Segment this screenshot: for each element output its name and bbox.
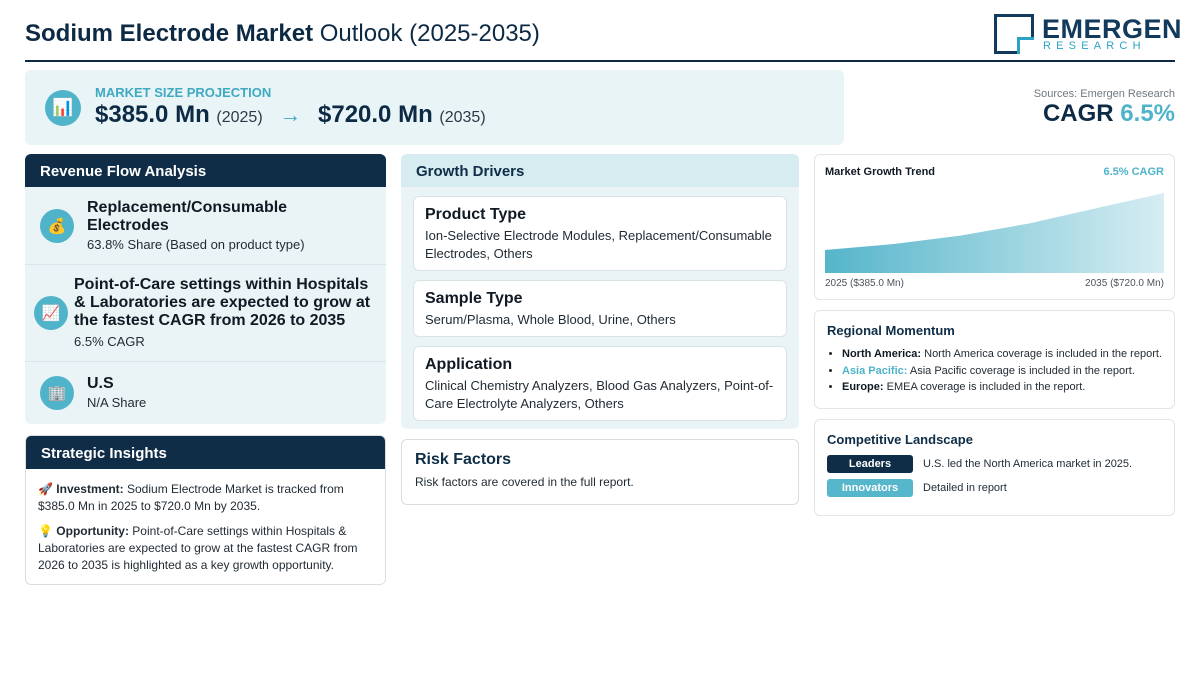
regional-momentum-card: Regional Momentum North America: North A…	[814, 310, 1175, 409]
cagr-label: CAGR	[1042, 100, 1114, 127]
projection-values: $385.0 Mn (2025) → $720.0 Mn (2035)	[95, 101, 486, 129]
regional-momentum-heading: Regional Momentum	[827, 323, 955, 338]
building-icon: 🏢	[40, 376, 74, 410]
driver-text: Clinical Chemistry Analyzers, Blood Gas …	[425, 378, 774, 411]
lightbulb-icon: 💡	[38, 524, 53, 538]
money-bag-icon: 💰	[40, 209, 74, 243]
logo-mark-icon	[994, 14, 1034, 54]
revenue-item-title: Replacement/Consumable Electrodes	[87, 199, 288, 234]
title-divider	[25, 60, 1175, 62]
market-growth-trend-card: Market Growth Trend 6.5% CAGR 2025 ($385…	[814, 154, 1175, 300]
revenue-item-title: Point-of-Care settings within Hospitals …	[74, 276, 371, 329]
sources-note: Sources: Emergen Research	[1033, 88, 1175, 100]
projection-label: MARKET SIZE PROJECTION	[95, 85, 272, 100]
competitive-landscape-heading: Competitive Landscape	[827, 432, 973, 447]
innovators-row: Innovators Detailed in report	[827, 479, 1162, 497]
revenue-flow-card: Revenue Flow Analysis 💰 Replacement/Cons…	[25, 154, 386, 424]
end-year: (2035)	[439, 109, 486, 126]
revenue-item-sub: 63.8% Share (Based on product type)	[87, 237, 305, 252]
risk-factors-text: Risk factors are covered in the full rep…	[415, 475, 634, 489]
innovators-badge: Innovators	[827, 479, 913, 497]
innovators-text: Detailed in report	[923, 482, 1007, 494]
page-title-rest: Outlook (2025-2035)	[319, 20, 540, 47]
region-name: Europe:	[842, 381, 884, 393]
arrow-right-icon: →	[279, 102, 302, 127]
list-item: Asia Pacific: Asia Pacific coverage is i…	[842, 363, 1162, 380]
trend-area	[825, 193, 1164, 273]
opportunity-text: Point-of-Care settings within Hospitals …	[38, 524, 358, 572]
driver-title: Sample Type	[425, 290, 523, 307]
region-list: North America: North America coverage is…	[827, 346, 1162, 396]
cagr-value: 6.5%	[1120, 100, 1175, 127]
list-item: Europe: EMEA coverage is included in the…	[842, 379, 1162, 396]
opportunity-label: Opportunity:	[56, 524, 129, 538]
leaders-row: Leaders U.S. led the North America marke…	[827, 455, 1162, 473]
driver-box: Product Type Ion-Selective Electrode Mod…	[413, 196, 787, 271]
trend-end-label: 2035 ($720.0 Mn)	[1085, 278, 1164, 289]
growth-drivers-heading: Growth Drivers	[401, 154, 799, 187]
trend-up-icon: 📈	[34, 296, 68, 330]
revenue-item-title: U.S	[87, 375, 114, 392]
driver-box: Sample Type Serum/Plasma, Whole Blood, U…	[413, 280, 787, 337]
revenue-item-sub: N/A Share	[87, 395, 147, 410]
investment-text: Sodium Electrode Market is tracked from …	[38, 482, 344, 513]
trend-start-label: 2025 ($385.0 Mn)	[825, 278, 904, 289]
driver-box: Application Clinical Chemistry Analyzers…	[413, 346, 787, 421]
opportunity-insight: 💡 Opportunity: Point-of-Care settings wi…	[38, 523, 373, 574]
strategic-insights-heading: Strategic Insights	[26, 436, 385, 469]
strategic-insights-card: Strategic Insights 🚀 Investment: Sodium …	[25, 435, 386, 585]
revenue-item: 💰 Replacement/Consumable Electrodes 63.8…	[25, 187, 386, 265]
region-text: EMEA coverage is included in the report.	[886, 381, 1086, 393]
region-text: Asia Pacific coverage is included in the…	[909, 364, 1135, 377]
page-title: Sodium Electrode Market Outlook (2025-20…	[25, 20, 540, 48]
revenue-item: 📈 Point-of-Care settings within Hospital…	[25, 265, 386, 362]
leaders-text: U.S. led the North America market in 202…	[923, 458, 1133, 470]
region-text: North America coverage is included in th…	[924, 348, 1162, 360]
end-value: $720.0 Mn	[318, 101, 433, 128]
revenue-item: 🏢 U.S N/A Share	[25, 362, 386, 424]
risk-factors-title: Risk Factors	[415, 451, 512, 468]
trend-title: Market Growth Trend	[825, 166, 936, 178]
driver-title: Product Type	[425, 206, 527, 223]
emergen-logo[interactable]: EMERGEN RESEARCH	[994, 14, 1182, 56]
driver-title: Application	[425, 356, 513, 373]
revenue-flow-heading: Revenue Flow Analysis	[25, 154, 386, 187]
trend-cagr: 6.5% CAGR	[1103, 166, 1164, 178]
driver-text: Serum/Plasma, Whole Blood, Urine, Others	[425, 312, 676, 327]
revenue-item-sub: 6.5% CAGR	[74, 334, 145, 349]
market-size-projection: 📊 MARKET SIZE PROJECTION $385.0 Mn (2025…	[25, 70, 844, 145]
start-year: (2025)	[216, 109, 263, 126]
leaders-badge: Leaders	[827, 455, 913, 473]
driver-text: Ion-Selective Electrode Modules, Replace…	[425, 228, 772, 261]
logo-subtitle: RESEARCH	[1043, 40, 1146, 52]
investment-label: Investment:	[56, 482, 124, 496]
rocket-icon: 🚀	[38, 482, 53, 496]
start-value: $385.0 Mn	[95, 101, 210, 128]
page-title-bold: Sodium Electrode Market	[25, 20, 314, 47]
region-name: North America:	[842, 348, 922, 360]
trend-area-chart	[825, 193, 1164, 273]
logo-name: EMERGEN	[1042, 14, 1183, 44]
risk-factors-card: Risk Factors Risk factors are covered in…	[401, 439, 799, 505]
growth-drivers-card: Growth Drivers Product Type Ion-Selectiv…	[401, 154, 799, 429]
region-name: Asia Pacific:	[842, 364, 908, 377]
investment-insight: 🚀 Investment: Sodium Electrode Market is…	[38, 481, 373, 515]
bar-chart-icon: 📊	[45, 90, 81, 126]
competitive-landscape-card: Competitive Landscape Leaders U.S. led t…	[814, 419, 1175, 516]
list-item: North America: North America coverage is…	[842, 346, 1162, 363]
cagr-summary: CAGR 6.5%	[1043, 100, 1175, 128]
